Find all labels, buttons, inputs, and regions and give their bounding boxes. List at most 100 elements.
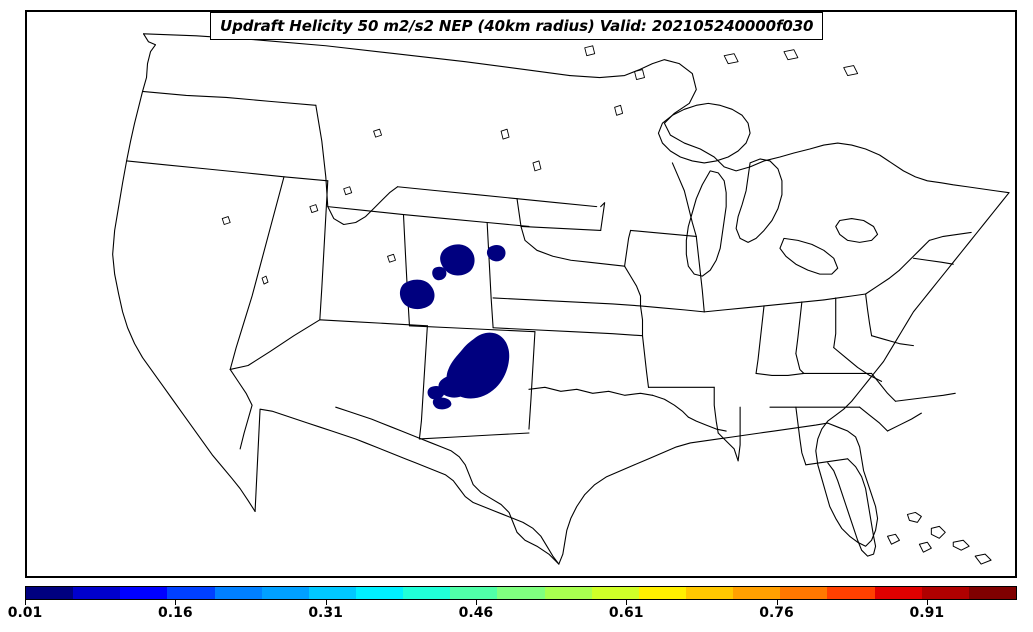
state-line-nd-mn bbox=[600, 202, 606, 231]
state-line-id-wy-ut bbox=[327, 206, 405, 216]
state-line-co-nm bbox=[408, 325, 536, 333]
state-line-ks-mo bbox=[639, 305, 644, 337]
state-line-ut-az bbox=[319, 319, 428, 327]
state-line-ok-tx-red bbox=[651, 394, 689, 418]
state-line-ks-ok bbox=[492, 327, 644, 337]
state-line-in-oh bbox=[795, 301, 803, 355]
colorbar-tick-3 bbox=[475, 600, 477, 605]
state-line-ca-az bbox=[229, 368, 253, 450]
state-line-nv-ut bbox=[319, 180, 329, 321]
state-line-nd-sd bbox=[520, 225, 602, 231]
colorbar-segment-16 bbox=[780, 587, 828, 599]
colorbar-tick-label-2: 0.31 bbox=[308, 605, 343, 621]
state-line-ar-la bbox=[687, 416, 727, 432]
state-line-mi-in-oh bbox=[763, 299, 825, 307]
colorbar-segment-2 bbox=[120, 587, 168, 599]
state-line-ia-mn bbox=[630, 229, 697, 237]
state-line-wy-sd-ne bbox=[516, 198, 522, 228]
state-line-ia-mo bbox=[639, 305, 705, 313]
colorbar-tick-label-5: 0.76 bbox=[759, 605, 794, 621]
state-line-la-ms bbox=[717, 432, 739, 462]
coastline-atlantic bbox=[815, 192, 1010, 547]
state-line-sc-nc bbox=[886, 412, 922, 432]
nep-feature-texas-panhandle-tail bbox=[427, 385, 445, 400]
colorbar-tick-label-0: 0.01 bbox=[7, 605, 43, 621]
state-line-or-ca-nv bbox=[126, 160, 329, 182]
state-line-az-nm bbox=[418, 325, 428, 440]
colorbar-segment-18 bbox=[874, 587, 922, 599]
state-line-pa-md-nj bbox=[865, 293, 873, 337]
state-line-ne-ks bbox=[492, 297, 642, 307]
plot-title-text: Updraft Helicity 50 m2/s2 NEP (40km radi… bbox=[220, 17, 814, 35]
colorbar-segment-11 bbox=[544, 587, 592, 599]
colorbar-tick-0 bbox=[25, 600, 26, 605]
nep-feature-texas-panhandle-lobe bbox=[438, 374, 470, 398]
colorbar-segment-3 bbox=[167, 587, 215, 599]
inland-lakes bbox=[221, 45, 859, 285]
colorbar-segment-20 bbox=[968, 587, 1016, 599]
state-line-wi-il bbox=[703, 305, 765, 313]
state-line-in-ky bbox=[795, 353, 805, 374]
state-line-il-in bbox=[755, 305, 765, 374]
map-geography bbox=[112, 33, 1010, 565]
state-line-wv-va bbox=[833, 347, 883, 382]
colorbar-tick-label-1: 0.16 bbox=[158, 605, 193, 621]
conus-map bbox=[112, 33, 1010, 565]
state-line-ok-tx bbox=[528, 386, 654, 396]
border-canada-west bbox=[142, 33, 571, 77]
lake-ontario bbox=[835, 217, 879, 243]
nep-feature-tri-state-corner bbox=[440, 244, 475, 276]
state-line-ia-il bbox=[695, 235, 705, 313]
map-axes: Updraft Helicity 50 m2/s2 NEP (40km radi… bbox=[25, 10, 1017, 578]
nep-feature-southeast-colorado bbox=[399, 279, 435, 310]
colorbar-segment-15 bbox=[733, 587, 781, 599]
state-line-nm-tx-south bbox=[418, 432, 530, 440]
state-line-ny-ct-ma bbox=[912, 257, 954, 265]
state-line-co-ks-ne bbox=[486, 221, 494, 329]
colorbar-tick-2 bbox=[325, 600, 327, 605]
nep-feature-southeast-colorado-satellite bbox=[432, 266, 447, 281]
colorbar-tick-5 bbox=[776, 600, 778, 605]
colorbar-segment-1 bbox=[73, 587, 121, 599]
colorbar-segment-12 bbox=[591, 587, 639, 599]
state-line-ga-sc-nc bbox=[859, 406, 889, 432]
lake-michigan bbox=[685, 170, 727, 277]
state-line-va-md bbox=[871, 335, 914, 347]
state-line-ut-co bbox=[402, 214, 410, 327]
colorbar-segment-17 bbox=[827, 587, 875, 599]
colorbar-tick-1 bbox=[175, 600, 177, 605]
state-line-ar-ms bbox=[713, 386, 719, 434]
state-line-ga-fl bbox=[805, 458, 849, 466]
island-specks bbox=[887, 511, 992, 565]
state-line-or-id bbox=[315, 104, 329, 208]
colorbar-segment-14 bbox=[685, 587, 734, 599]
colorbar-segment-9 bbox=[450, 587, 498, 599]
nep-contours bbox=[399, 244, 510, 410]
border-mexico bbox=[254, 408, 560, 565]
state-line-ny-vt-ma bbox=[898, 239, 930, 271]
state-line-mt-nd-sd bbox=[516, 198, 598, 208]
state-line-wy-co-ne bbox=[402, 214, 530, 228]
state-line-nm-tx bbox=[528, 331, 536, 430]
state-line-va-nc bbox=[894, 392, 956, 402]
state-line-mt-wy bbox=[396, 186, 518, 200]
state-line-oh-pa bbox=[823, 293, 867, 301]
state-line-wa-or bbox=[141, 90, 317, 106]
state-line-al-ga bbox=[795, 406, 807, 466]
state-line-new-england bbox=[928, 231, 972, 241]
colorbar-tick-group: 0.01 0.16 0.31 0.46 0.61 0.76 0.91 bbox=[8, 600, 1017, 630]
colorbar-tick-label-3: 0.46 bbox=[458, 605, 494, 621]
nep-feature-texas-panhandle-tail2 bbox=[432, 397, 452, 410]
state-line-sd-mn-ia bbox=[624, 229, 632, 267]
colorbar-tick-label-4: 0.61 bbox=[608, 605, 644, 621]
coastline-gulf bbox=[558, 422, 829, 565]
colorbar-segment-7 bbox=[355, 587, 404, 599]
state-line-nv-az bbox=[229, 319, 321, 371]
lake-erie bbox=[779, 237, 839, 275]
state-line-id-mt-wy bbox=[327, 186, 399, 226]
border-canada-lakes bbox=[569, 59, 1010, 194]
state-line-pa-ny bbox=[865, 269, 901, 295]
state-line-il-ky bbox=[755, 372, 805, 376]
lake-huron bbox=[735, 158, 783, 243]
